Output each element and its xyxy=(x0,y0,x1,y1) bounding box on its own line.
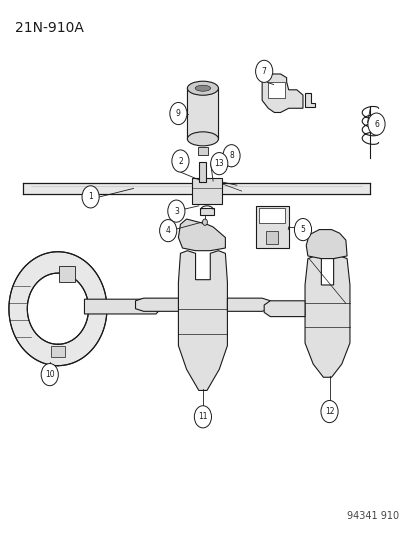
FancyBboxPatch shape xyxy=(259,208,285,223)
Polygon shape xyxy=(187,88,218,139)
Polygon shape xyxy=(178,219,225,251)
Text: 12: 12 xyxy=(324,407,333,416)
Ellipse shape xyxy=(187,81,218,95)
Polygon shape xyxy=(135,298,178,311)
Circle shape xyxy=(41,364,58,386)
Text: 1: 1 xyxy=(88,192,93,201)
FancyBboxPatch shape xyxy=(255,206,288,248)
Text: 9: 9 xyxy=(176,109,180,118)
Text: 7: 7 xyxy=(261,67,266,76)
Polygon shape xyxy=(261,74,302,112)
Polygon shape xyxy=(263,301,304,317)
Text: 2: 2 xyxy=(178,157,183,166)
FancyBboxPatch shape xyxy=(199,208,214,215)
Circle shape xyxy=(222,144,240,167)
Text: 21N-910A: 21N-910A xyxy=(15,21,84,35)
Ellipse shape xyxy=(187,132,218,146)
Circle shape xyxy=(367,113,384,135)
Circle shape xyxy=(82,186,99,208)
Text: 10: 10 xyxy=(45,370,55,379)
Ellipse shape xyxy=(195,85,210,91)
Circle shape xyxy=(320,400,337,423)
Circle shape xyxy=(294,219,311,241)
Text: 8: 8 xyxy=(228,151,233,160)
Circle shape xyxy=(210,152,227,175)
Text: 6: 6 xyxy=(373,119,378,128)
FancyBboxPatch shape xyxy=(197,147,207,155)
Circle shape xyxy=(169,102,187,125)
Circle shape xyxy=(167,200,185,222)
Text: 4: 4 xyxy=(165,226,170,235)
Polygon shape xyxy=(306,230,346,259)
Polygon shape xyxy=(227,298,270,311)
FancyBboxPatch shape xyxy=(191,178,222,204)
Text: 11: 11 xyxy=(198,413,207,421)
Text: 94341 910: 94341 910 xyxy=(346,511,398,521)
FancyBboxPatch shape xyxy=(59,266,75,282)
FancyBboxPatch shape xyxy=(266,231,278,244)
FancyBboxPatch shape xyxy=(268,82,285,98)
Circle shape xyxy=(194,406,211,428)
Polygon shape xyxy=(23,183,370,193)
Text: 13: 13 xyxy=(214,159,223,168)
Circle shape xyxy=(159,220,176,241)
Circle shape xyxy=(202,219,207,225)
Text: 3: 3 xyxy=(173,207,178,216)
Circle shape xyxy=(171,150,189,172)
FancyBboxPatch shape xyxy=(199,162,205,182)
FancyBboxPatch shape xyxy=(50,346,65,357)
Polygon shape xyxy=(304,93,314,107)
Polygon shape xyxy=(84,299,160,314)
Circle shape xyxy=(255,60,272,83)
Text: 5: 5 xyxy=(300,225,305,234)
Polygon shape xyxy=(304,256,349,377)
Polygon shape xyxy=(9,252,107,366)
Polygon shape xyxy=(178,251,227,391)
